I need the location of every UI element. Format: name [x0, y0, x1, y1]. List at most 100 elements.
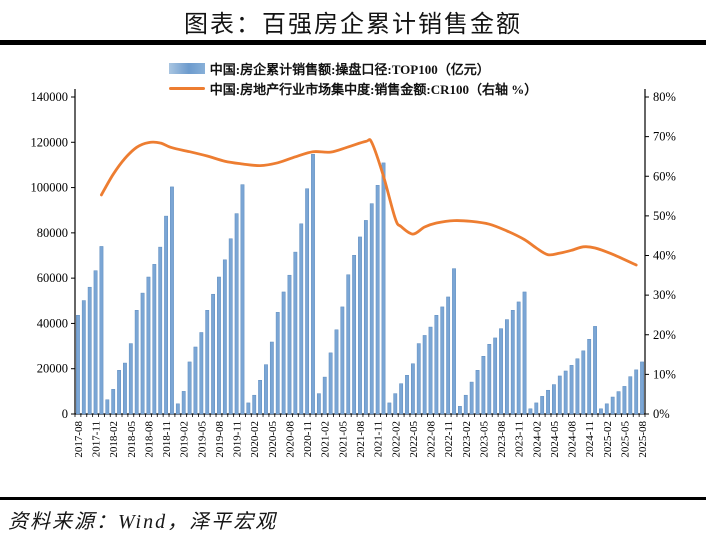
bar [563, 370, 568, 415]
bar [240, 184, 245, 415]
title-divider [0, 40, 706, 45]
bar [322, 376, 327, 415]
bar [199, 332, 204, 415]
bar [463, 394, 468, 415]
bar [405, 375, 409, 415]
bar [93, 270, 98, 415]
y-axis-right-label: 0% [653, 407, 670, 421]
bar [87, 286, 92, 415]
bar [146, 276, 151, 415]
bar [446, 296, 451, 415]
bar [111, 389, 116, 415]
bar [422, 335, 427, 415]
y-axis-right-label: 10% [653, 367, 676, 381]
bar [187, 361, 192, 415]
bar [540, 396, 545, 415]
x-axis-label: 2018-02 [108, 421, 120, 458]
chart-title: 图表：百强房企累计销售金额 [184, 12, 522, 38]
bar [140, 292, 145, 415]
bar [634, 369, 639, 415]
bar [399, 383, 404, 415]
bar [410, 363, 415, 415]
bar [628, 376, 633, 415]
y-axis-left-label: 0 [62, 407, 68, 421]
x-axis-label: 2017-11 [91, 421, 103, 457]
y-axis-right-label: 60% [653, 169, 676, 183]
x-axis-label: 2022-08 [426, 421, 438, 458]
bar [281, 291, 286, 415]
x-axis-label: 2024-11 [584, 421, 596, 457]
x-axis-label: 2024-05 [549, 421, 561, 458]
bar [299, 223, 304, 415]
x-axis-label: 2023-11 [514, 421, 526, 457]
bar [76, 315, 80, 415]
x-axis-label: 2018-11 [161, 421, 173, 457]
x-axis-label: 2020-05 [267, 421, 279, 458]
bar [363, 220, 368, 415]
bar [258, 380, 263, 415]
bar [275, 312, 280, 415]
y-axis-left-label: 100000 [31, 181, 69, 195]
bar [622, 386, 627, 415]
bar [287, 274, 292, 415]
bar [428, 326, 433, 415]
bar [534, 402, 539, 415]
bar [316, 393, 321, 415]
bar [170, 186, 174, 415]
x-axis-label: 2025-05 [619, 421, 631, 458]
y-axis-right-label: 70% [653, 130, 676, 144]
x-axis-label: 2020-02 [249, 421, 261, 458]
bar [481, 356, 486, 415]
data-source-note: 资料来源：Wind，泽平宏观 [8, 511, 278, 533]
x-axis-label: 2022-05 [408, 421, 420, 458]
bar [228, 238, 233, 415]
y-axis-left-label: 120000 [31, 135, 69, 149]
bar [516, 301, 521, 415]
bar [211, 293, 215, 415]
bar [369, 203, 374, 415]
bar [381, 162, 386, 415]
footer-divider [0, 497, 706, 500]
bar [81, 300, 86, 415]
bar [346, 274, 351, 415]
x-axis-label: 2021-11 [373, 421, 385, 457]
x-axis-label: 2020-08 [284, 421, 296, 458]
bar [234, 213, 239, 415]
y-axis-left-label: 20000 [37, 362, 68, 376]
bar [123, 362, 127, 415]
bar [158, 246, 163, 415]
bar [222, 259, 227, 415]
bar [581, 350, 586, 415]
y-axis-right-label: 20% [653, 328, 676, 342]
x-axis-label: 2022-02 [390, 421, 402, 458]
bar [487, 344, 492, 415]
bar [375, 185, 380, 415]
x-axis-label: 2023-08 [496, 421, 508, 458]
bar [134, 310, 139, 415]
x-axis-label: 2017-08 [73, 421, 85, 458]
bar [264, 364, 268, 415]
bar [152, 264, 157, 415]
y-axis-left-label: 80000 [37, 226, 68, 240]
bar [599, 408, 603, 415]
bar [469, 381, 474, 415]
bar [217, 276, 221, 415]
bar [499, 328, 503, 415]
bar [358, 236, 362, 415]
x-axis-label: 2019-05 [196, 421, 208, 458]
bar [164, 215, 168, 415]
bar [458, 406, 462, 415]
x-axis-label: 2018-05 [126, 421, 138, 458]
bar [493, 337, 498, 415]
chart-area: 0 20000 40000 60000 80000 100000 120000 140000 0… [0, 45, 706, 495]
bar [522, 291, 527, 415]
bar [181, 391, 186, 415]
bar [552, 384, 556, 415]
y-axis-right-label: 30% [653, 288, 676, 302]
bar [587, 339, 592, 415]
bar [434, 315, 439, 415]
bar [328, 352, 333, 415]
y-axis-right-label: 40% [653, 249, 676, 263]
bar [193, 346, 198, 415]
